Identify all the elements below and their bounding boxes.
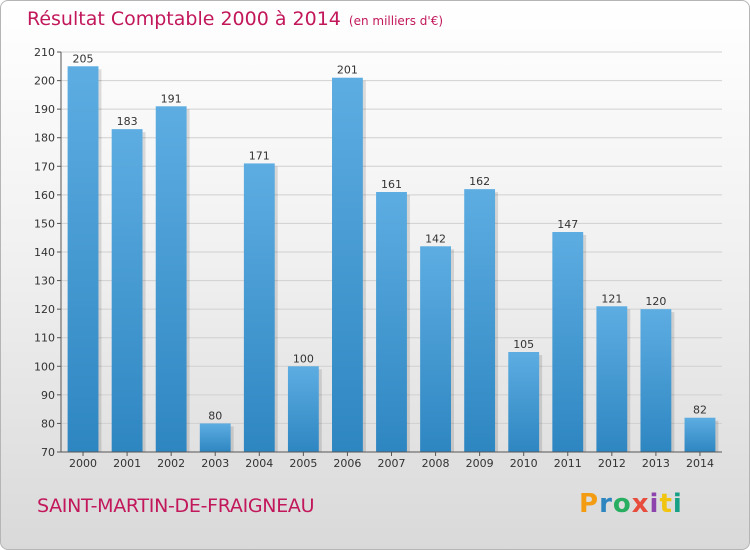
x-tick-label: 2010 [510,457,538,470]
bar [332,77,363,452]
data-labels: 205 183 191 80 171 100 201 161 142 162 105 147 121 12… [73,52,707,422]
y-tick-label: 210 [34,46,55,59]
logo-letter: i [649,489,660,519]
data-label: 100 [293,352,314,365]
x-tick-label: 2005 [289,457,317,470]
y-tick-label: 120 [34,303,55,316]
y-tick-label: 170 [34,160,55,173]
bar [111,129,143,452]
bar [596,306,628,452]
x-tick-label: 2012 [598,457,626,470]
y-tick-label: 150 [34,217,55,230]
x-tick-label: 2006 [333,457,361,470]
data-label: 161 [381,178,402,191]
data-label: 120 [645,295,666,308]
bar [552,232,584,452]
data-label: 105 [513,338,534,351]
x-tick-label: 2011 [554,457,582,470]
y-axis: 70 80 90 100 110 120 130 140 150 160 170 180 190 200 2… [34,46,62,459]
data-label: 201 [337,64,358,77]
logo-letter: r [599,489,613,519]
bar [155,106,187,453]
bar [287,366,319,452]
x-tick-label: 2000 [69,457,97,470]
x-tick-label: 2009 [466,457,494,470]
x-tick-label: 2008 [422,457,450,470]
y-tick-label: 110 [34,332,55,345]
x-axis: 2000 2001 2002 2003 2004 2005 2006 2007 2008 2009… [61,451,722,470]
data-label: 171 [249,149,270,162]
data-label: 183 [117,115,138,128]
y-tick-label: 130 [34,275,55,288]
chart-title: Résultat Comptable 2000 à 2014 (en millie… [27,8,443,30]
data-label: 121 [601,292,622,305]
bar [67,66,99,453]
x-tick-label: 2013 [642,457,670,470]
data-label: 162 [469,175,490,188]
x-tick-label: 2001 [113,457,141,470]
bar [640,309,672,452]
x-tick-label: 2002 [157,457,185,470]
y-tick-label: 70 [41,446,55,459]
bar [684,417,716,452]
y-tick-label: 190 [34,103,55,116]
data-label: 80 [208,409,222,422]
data-label: 191 [161,92,182,105]
y-tick-label: 80 [41,417,55,430]
bar [420,246,451,452]
bar [464,189,496,452]
logo-letter: t [659,489,673,519]
data-label: 205 [73,52,94,65]
x-tick-label: 2014 [686,457,714,470]
x-tick-label: 2004 [245,457,273,470]
logo-letter: x [631,489,650,519]
logo-letter: P [579,489,600,519]
bar [243,163,275,452]
bar [199,423,231,452]
chart-subtitle: (en milliers d'€) [348,14,444,28]
y-tick-label: 100 [34,360,55,373]
proxiti-logo: Proxiti [579,489,683,519]
y-tick-label: 140 [34,246,55,259]
commune-name: SAINT-MARTIN-DE-FRAIGNEAU [37,495,315,517]
y-tick-label: 200 [34,75,55,88]
y-tick-label: 180 [34,132,55,145]
bar [508,352,540,452]
x-tick-label: 2003 [201,457,229,470]
data-label: 82 [693,404,707,417]
bar [376,192,407,452]
data-label: 147 [557,218,578,231]
y-tick-label: 90 [41,389,55,402]
chart-title-text: Résultat Comptable 2000 à 2014 [27,8,341,30]
y-tick-label: 160 [34,189,55,202]
x-tick-label: 2007 [378,457,406,470]
data-label: 142 [425,232,446,245]
logo-letter: i [672,489,683,519]
logo-letter: o [612,489,632,519]
bars [67,66,719,453]
